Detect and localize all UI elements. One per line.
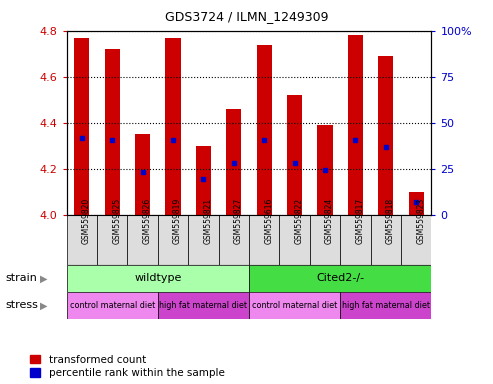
Text: control maternal diet: control maternal diet [70,301,155,310]
Text: high fat maternal diet: high fat maternal diet [159,301,247,310]
Bar [165,38,180,215]
Bar [371,215,401,265]
Bar [409,192,424,215]
Text: GSM559616: GSM559616 [264,198,273,244]
Text: high fat maternal diet: high fat maternal diet [342,301,430,310]
Bar [188,215,218,265]
Text: control maternal diet: control maternal diet [252,301,337,310]
Bar [348,35,363,215]
Text: wildtype: wildtype [134,273,181,283]
Bar [218,215,249,265]
Bar [97,215,127,265]
Text: stress: stress [5,300,38,310]
Text: GSM559827: GSM559827 [234,198,243,244]
Bar [317,125,333,215]
Bar [249,215,280,265]
Bar [378,56,393,215]
Text: strain: strain [5,273,37,283]
Bar [249,265,431,292]
Text: GSM559817: GSM559817 [355,198,364,244]
Text: ▶: ▶ [40,273,48,283]
Bar [158,215,188,265]
Text: GSM559821: GSM559821 [204,198,212,244]
Bar [226,109,242,215]
Bar [105,49,120,215]
Text: ▶: ▶ [40,300,48,310]
Text: GSM559823: GSM559823 [416,198,425,244]
Text: Cited2-/-: Cited2-/- [316,273,364,283]
Bar [280,215,310,265]
Bar [310,215,340,265]
Bar [256,45,272,215]
Text: GSM559818: GSM559818 [386,198,395,244]
Text: GSM559824: GSM559824 [325,198,334,244]
Text: GSM559819: GSM559819 [173,198,182,244]
Text: GSM559825: GSM559825 [112,198,121,244]
Legend: transformed count, percentile rank within the sample: transformed count, percentile rank withi… [30,355,224,378]
Bar [158,292,249,319]
Bar [67,265,249,292]
Bar [135,134,150,215]
Text: GSM559822: GSM559822 [295,198,304,244]
Bar [74,38,89,215]
Text: GSM559820: GSM559820 [82,198,91,244]
Bar [401,215,431,265]
Bar [67,215,97,265]
Text: GSM559826: GSM559826 [142,198,151,244]
Bar [196,146,211,215]
Text: GDS3724 / ILMN_1249309: GDS3724 / ILMN_1249309 [165,10,328,23]
Bar [127,215,158,265]
Bar [67,292,158,319]
Bar [287,95,302,215]
Bar [340,292,431,319]
Bar [340,215,371,265]
Bar [249,292,340,319]
